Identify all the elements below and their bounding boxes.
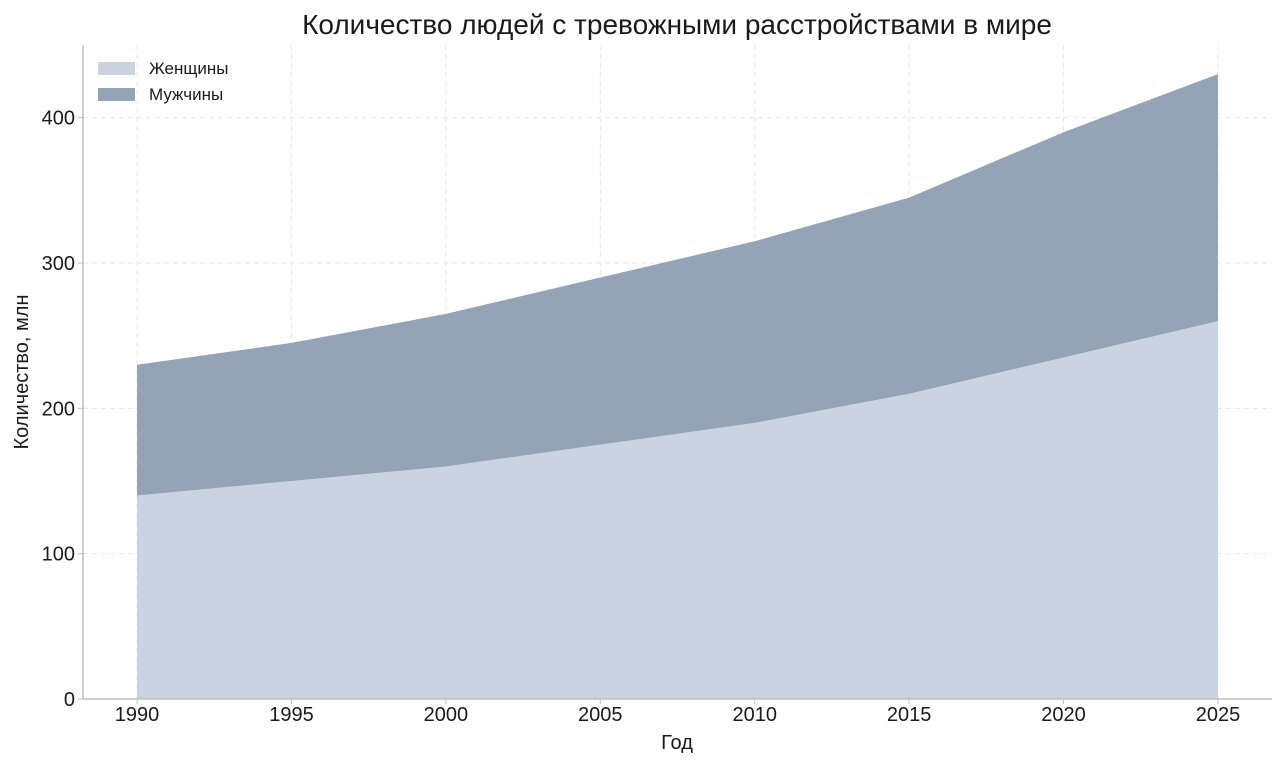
plot-areas xyxy=(137,74,1218,699)
x-tick-label: 2005 xyxy=(578,704,623,726)
y-axis-ticks: 0 100 200 300 400 xyxy=(42,108,83,711)
x-tick-label: 1990 xyxy=(115,704,160,726)
x-tick-label: 2020 xyxy=(1041,704,1086,726)
legend-swatch xyxy=(98,62,135,75)
area-series-2 xyxy=(137,74,1218,496)
x-axis-label: Год xyxy=(661,732,693,754)
x-axis-ticks: 1990 1995 2000 2005 2010 2015 2020 2025 xyxy=(115,699,1240,726)
y-tick-label: 0 xyxy=(64,689,75,711)
y-axis-label: Количество, млн xyxy=(11,295,33,450)
legend-label: Мужчины xyxy=(149,85,223,104)
axes xyxy=(82,45,1272,700)
y-tick-label: 200 xyxy=(42,398,75,420)
x-tick-label: 2015 xyxy=(887,704,932,726)
x-tick-label: 2010 xyxy=(732,704,777,726)
x-tick-label: 2025 xyxy=(1196,704,1241,726)
x-tick-label: 2000 xyxy=(424,704,469,726)
y-tick-label: 400 xyxy=(42,108,75,130)
area-series-1 xyxy=(137,321,1218,699)
legend-label: Женщины xyxy=(149,59,228,78)
legend: Женщины Мужчины xyxy=(98,59,228,104)
y-tick-label: 100 xyxy=(42,544,75,566)
chart-title: Количество людей с тревожными расстройст… xyxy=(302,9,1052,40)
legend-swatch xyxy=(98,88,135,101)
x-tick-label: 1995 xyxy=(269,704,314,726)
y-tick-label: 300 xyxy=(42,253,75,275)
